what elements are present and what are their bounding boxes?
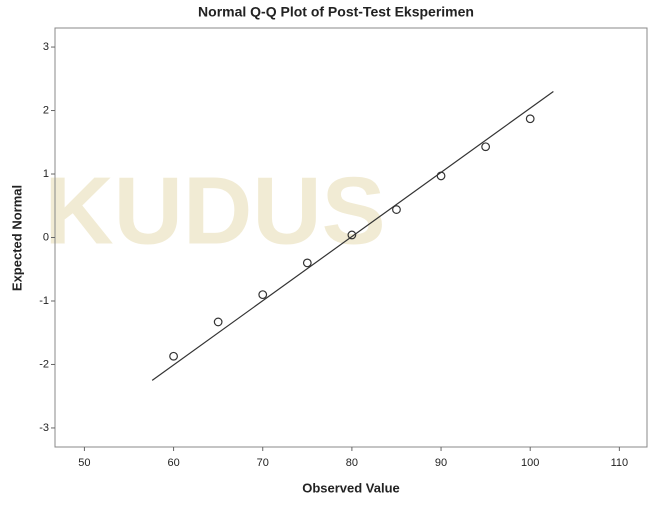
- watermark: KUDUS: [44, 157, 385, 264]
- point: [392, 205, 401, 214]
- y-tick-label: 2: [43, 104, 49, 116]
- y-axis-label: Expected Normal: [9, 185, 24, 291]
- y-tick-label: 0: [43, 231, 49, 243]
- x-tick-label: 50: [78, 457, 90, 469]
- x-tick-label: 110: [611, 457, 629, 469]
- x-tick-label: 80: [346, 457, 358, 469]
- point: [302, 258, 312, 268]
- point: [169, 351, 178, 361]
- point: [347, 230, 357, 240]
- x-tick-label: 70: [257, 457, 269, 469]
- y-tick-label: -2: [39, 358, 49, 370]
- x-tick-label: 60: [167, 457, 179, 469]
- x-axis-label: Observed Value: [302, 480, 400, 495]
- point: [213, 317, 223, 327]
- y-tick-label: -3: [39, 422, 49, 434]
- point: [481, 142, 491, 152]
- y-tick-label: 1: [43, 168, 49, 180]
- point: [436, 171, 446, 181]
- x-tick-label: 90: [435, 457, 447, 469]
- reference-line: [151, 90, 554, 381]
- point: [525, 114, 535, 124]
- y-tick-label: -1: [39, 295, 49, 307]
- y-tick-label: 3: [43, 41, 49, 53]
- chart-title: Normal Q-Q Plot of Post-Test Eksperimen: [198, 4, 474, 20]
- point: [258, 290, 268, 300]
- x-tick-label: 100: [521, 457, 539, 469]
